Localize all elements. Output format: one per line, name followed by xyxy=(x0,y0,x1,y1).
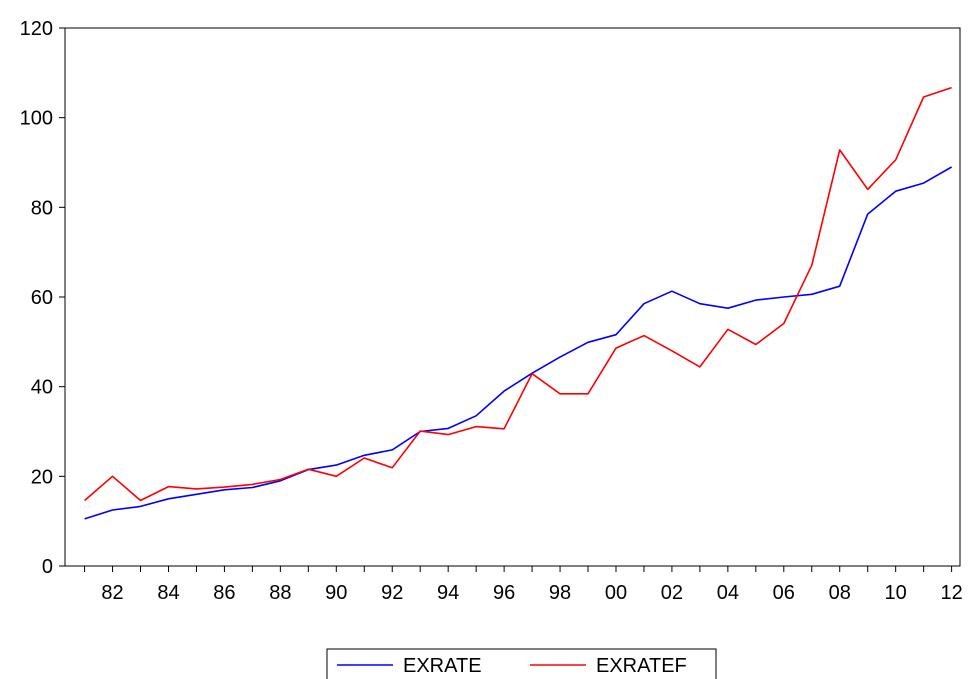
x-tick-label: 00 xyxy=(605,582,627,604)
x-tick-label: 96 xyxy=(493,582,515,604)
x-tick-label: 82 xyxy=(101,582,123,604)
x-tick-label: 06 xyxy=(773,582,795,604)
legend-label-exrate: EXRATE xyxy=(403,655,482,677)
x-tick-label: 94 xyxy=(437,582,459,604)
series-line-exrate xyxy=(84,166,952,520)
x-tick-label: 92 xyxy=(381,582,403,604)
y-tick-label: 120 xyxy=(20,18,53,40)
x-axis: 82 84 86 88 90 92 94 96 98 00 02 04 06 08 10 12 xyxy=(84,566,963,604)
x-tick-label: 86 xyxy=(213,582,235,604)
plot-frame xyxy=(64,27,961,567)
x-tick-label: 90 xyxy=(325,582,347,604)
y-tick-label: 40 xyxy=(31,377,53,399)
x-tick-label: 04 xyxy=(717,582,739,604)
legend: EXRATE EXRATEF xyxy=(326,648,717,679)
y-tick-label: 0 xyxy=(42,556,53,578)
legend-label-exratef: EXRATEF xyxy=(596,655,687,677)
legend-box xyxy=(326,648,717,679)
y-axis: 0 20 40 60 80 100 120 xyxy=(20,18,65,578)
y-tick-label: 100 xyxy=(20,108,53,130)
x-tick-label: 08 xyxy=(829,582,851,604)
x-tick-label: 98 xyxy=(549,582,571,604)
x-tick-label: 02 xyxy=(661,582,683,604)
x-tick-label: 10 xyxy=(885,582,907,604)
x-tick-label: 12 xyxy=(940,582,962,604)
x-tick-label: 84 xyxy=(157,582,179,604)
y-tick-label: 20 xyxy=(31,466,53,488)
y-tick-label: 60 xyxy=(31,287,53,309)
series-line-exratef xyxy=(84,86,952,502)
series-layer xyxy=(84,86,952,520)
x-tick-label: 88 xyxy=(269,582,291,604)
y-tick-label: 80 xyxy=(31,197,53,219)
